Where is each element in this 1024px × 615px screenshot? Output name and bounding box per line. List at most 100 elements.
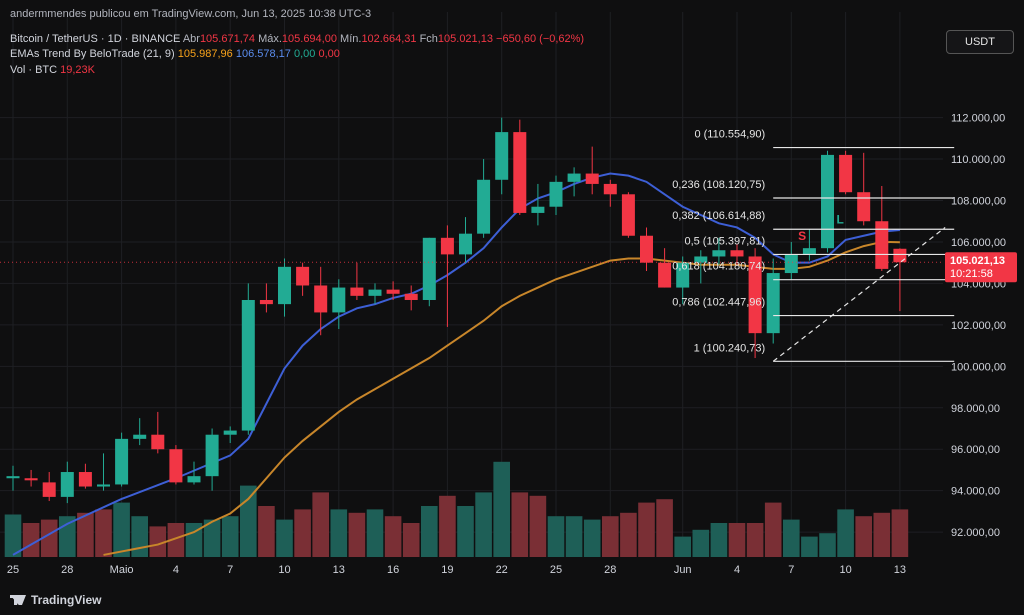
brand-label: TradingView xyxy=(31,593,102,607)
candle-body xyxy=(386,289,400,294)
candle-body xyxy=(839,154,853,193)
x-tick-label: 22 xyxy=(496,564,508,576)
fib-level-label: 1 (100.240,73) xyxy=(694,342,766,354)
ema-legend: EMAs Trend By BeloTrade (21, 9) 105.987,… xyxy=(10,48,340,60)
y-tick-label: 112.000,00 xyxy=(951,113,1005,125)
open-label: Abr xyxy=(182,33,200,45)
candle-body xyxy=(585,173,599,184)
volume-bar xyxy=(656,499,673,557)
close-value: 105.021,13 xyxy=(437,33,493,45)
low-label: Mín. xyxy=(340,33,362,45)
candle-body xyxy=(875,221,889,269)
close-label: Fch xyxy=(419,33,438,45)
volume-bar xyxy=(692,529,710,557)
candle-body xyxy=(676,262,690,288)
candle-body xyxy=(549,181,563,207)
x-tick-label: 16 xyxy=(387,564,399,576)
currency-button[interactable]: USDT xyxy=(946,30,1014,54)
volume-bar xyxy=(203,519,221,557)
volume-legend-value: 19,23K xyxy=(60,64,96,76)
candle-body xyxy=(531,206,545,213)
volume-bar xyxy=(185,523,203,557)
volume-legend-name[interactable]: Vol · BTC xyxy=(10,64,58,76)
x-tick-label: 10 xyxy=(278,564,290,576)
candle-body xyxy=(151,434,165,450)
candle-body xyxy=(6,476,20,479)
volume-bar xyxy=(710,523,728,557)
volume-bar xyxy=(439,495,456,557)
candle-body xyxy=(821,154,834,249)
x-tick-label: 28 xyxy=(61,564,73,576)
volume-bar xyxy=(783,519,800,557)
candle-body xyxy=(459,233,472,255)
candle-body xyxy=(640,235,653,263)
volume-bar xyxy=(312,492,329,557)
x-tick-label: 13 xyxy=(894,564,906,576)
ema-legend-name[interactable]: EMAs Trend By BeloTrade (21, 9) xyxy=(10,48,175,60)
y-tick-label: 94.000,00 xyxy=(951,486,1000,498)
candle-body xyxy=(187,476,201,483)
fib-level-label: 0,236 (108.120,75) xyxy=(672,179,765,191)
fib-level-label: 0 (110.554,90) xyxy=(694,129,765,141)
x-tick-label: 4 xyxy=(173,564,179,576)
volume-bar xyxy=(891,509,909,557)
volume-bar xyxy=(366,509,384,557)
volume-bar xyxy=(22,523,40,557)
low-value: 102.664,31 xyxy=(361,33,417,45)
candle-body xyxy=(24,478,38,481)
signal-marker: S xyxy=(798,229,806,243)
candle-body xyxy=(60,472,74,497)
tradingview-brand[interactable]: TradingView xyxy=(10,593,101,607)
fib-level-label: 0,786 (102.447,96) xyxy=(672,297,765,309)
candle-body xyxy=(784,254,798,274)
x-tick-label: 19 xyxy=(441,564,453,576)
y-tick-label: 110.000,00 xyxy=(951,154,1005,166)
candle-body xyxy=(748,256,762,334)
candle-body xyxy=(241,299,255,431)
candle-body xyxy=(712,250,726,257)
y-tick-label: 106.000,00 xyxy=(951,237,1006,249)
volume-bar xyxy=(276,519,293,557)
candle-body xyxy=(477,179,491,234)
ema-fast-line xyxy=(12,172,900,556)
y-tick-label: 108.000,00 xyxy=(951,196,1006,208)
y-tick-label: 102.000,00 xyxy=(951,320,1006,332)
candle-body xyxy=(893,248,907,263)
plot-area xyxy=(4,117,909,557)
y-tick-label: 92.000,00 xyxy=(951,527,1000,539)
candle-body xyxy=(259,299,273,305)
symbol-title[interactable]: Bitcoin / TetherUS · 1D · BINANCE xyxy=(10,33,181,45)
candle-body xyxy=(404,293,418,300)
ema-fast-value: 106.578,17 xyxy=(235,48,291,60)
candle-body xyxy=(169,449,183,483)
volume-bar xyxy=(167,523,185,557)
volume-bar xyxy=(402,523,420,557)
candle-body xyxy=(78,472,92,487)
x-tick-label: 7 xyxy=(227,564,233,576)
volume-bar xyxy=(240,485,257,557)
candle-body xyxy=(440,237,454,255)
candle-body xyxy=(621,194,635,236)
candle-body xyxy=(513,132,527,213)
volume-legend: Vol · BTC 19,23K xyxy=(10,64,95,76)
volume-bar xyxy=(565,516,583,557)
volume-bar xyxy=(583,519,601,557)
volume-bar xyxy=(131,516,148,557)
y-tick-label: 96.000,00 xyxy=(951,444,1000,456)
volume-bar xyxy=(620,512,637,557)
volume-bar xyxy=(728,523,746,557)
candle-body xyxy=(495,132,509,180)
candle-body xyxy=(694,256,708,263)
volume-bar xyxy=(602,516,619,557)
last-price-badge xyxy=(945,252,1017,283)
x-tick-label: 25 xyxy=(550,564,562,576)
candle-body xyxy=(567,173,581,182)
countdown-label: 10:21:58 xyxy=(950,268,993,280)
volume-bar xyxy=(294,509,311,557)
fib-trendline xyxy=(772,226,946,362)
volume-bar xyxy=(149,526,167,557)
volume-bar xyxy=(59,516,76,557)
candle-body xyxy=(368,289,382,296)
y-tick-label: 98.000,00 xyxy=(951,403,1000,415)
